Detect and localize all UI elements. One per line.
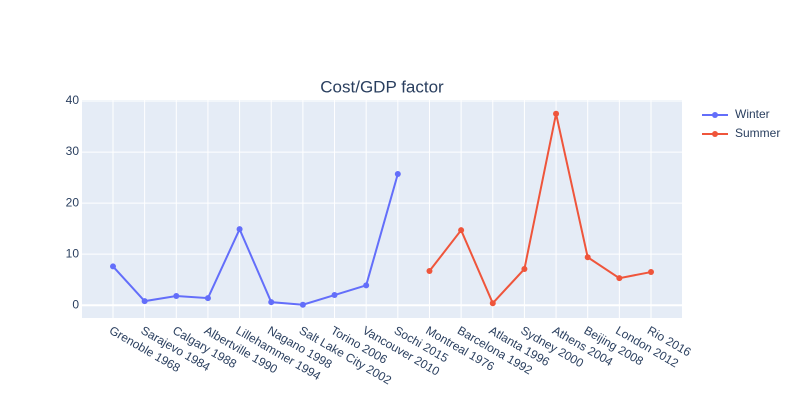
point — [553, 110, 560, 117]
point — [363, 282, 370, 289]
y-tick-label: 10 — [66, 246, 80, 260]
point — [584, 254, 591, 261]
series-line — [112, 173, 399, 306]
point — [268, 299, 275, 306]
y-tick-label: 0 — [72, 297, 79, 311]
point — [458, 227, 465, 234]
point — [331, 292, 338, 299]
legend-label: Winter — [735, 107, 770, 121]
point — [299, 301, 306, 308]
chart-title: Cost/GDP factor — [320, 77, 444, 96]
point — [110, 263, 116, 270]
y-tick-label: 30 — [66, 144, 80, 158]
point — [173, 293, 180, 300]
legend-item: Summer — [702, 126, 780, 140]
point — [236, 226, 243, 233]
point — [426, 268, 433, 275]
point — [394, 171, 401, 178]
legend-label: Summer — [735, 126, 780, 140]
point — [141, 298, 148, 305]
legend-marker — [712, 131, 718, 137]
point — [204, 295, 211, 302]
point — [616, 275, 623, 282]
y-tick-label: 40 — [66, 93, 80, 107]
point — [648, 269, 654, 276]
legend-item: Winter — [702, 107, 770, 121]
legend-marker — [712, 112, 718, 118]
point — [521, 265, 528, 272]
series-line — [428, 113, 652, 305]
y-tick-label: 20 — [66, 195, 80, 209]
point — [489, 300, 496, 307]
plot-area — [82, 100, 682, 318]
